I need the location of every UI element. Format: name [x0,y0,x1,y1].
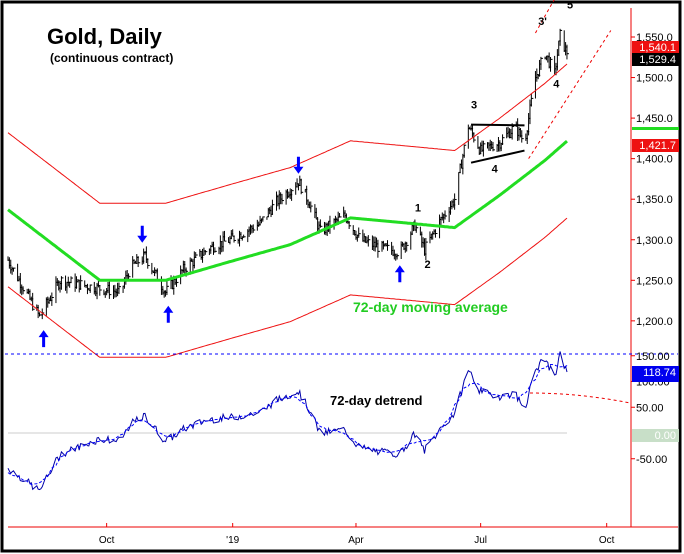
ma-value-tag: 1,421.7 [639,140,676,152]
ma-value-tag-bg [632,139,679,152]
upper-band-tag-bg [632,41,679,54]
detrend-tick-label: -50.00 [636,454,667,466]
upper-trendline [535,0,555,34]
detrend-label: 72-day detrend [330,393,423,408]
arrow-down-icon [137,225,148,243]
zero-tag: 0.00 [655,430,676,442]
last-price-tag: 1,529.4 [639,54,676,66]
arrow-up-icon [394,265,405,283]
wave-label: 1 [415,202,421,214]
detrend-value-tag: 118.74 [643,367,676,379]
x-tick-label: Jul [474,535,487,546]
wave-label: 4 [492,163,499,175]
ma-label: 72-day moving average [353,299,508,315]
x-tick-label: Oct [599,535,615,546]
detrend-tick-label: 150.00 [636,351,670,363]
detrend-smoothed-line [7,363,568,486]
price-tick-label: 1,200.0 [636,316,673,328]
arrow-up-icon [38,330,49,348]
last-price-tag-bg [632,53,679,66]
triangle-lower-line [470,149,525,164]
moving-average-line [7,139,568,282]
price-tick-label: 1,300.0 [636,235,673,247]
wave-label: 3 [471,99,477,111]
detrend-projection [529,392,631,404]
price-tick-label: 1,350.0 [636,194,673,206]
detrend-value-tag-bg [632,366,679,382]
lower-band [7,217,568,358]
x-tick-label: Oct [99,535,115,546]
price-tick-label: 1,400.0 [636,154,673,166]
wave-label: 5 [567,0,573,12]
price-tick-label: 1,500.0 [636,73,673,85]
chart-subtitle: (continuous contract) [50,51,173,65]
chart-title: Gold, Daily [47,24,163,49]
arrow-up-icon [163,305,174,323]
x-tick-label: '19 [226,535,239,546]
price-tick-label: 1,450.0 [636,113,673,125]
upper-band [7,63,568,204]
arrow-down-icon [293,156,304,174]
wave-label: 3' [538,16,547,28]
price-tick-label: 1,250.0 [636,275,673,287]
triangle-upper-line [471,123,525,127]
detrend-tick-label: 50.00 [636,402,664,414]
detrend-line [7,351,568,491]
wave-label: 2 [424,259,430,271]
price-bars [7,28,569,320]
upper-band-tag: 1,540.1 [639,42,676,54]
projection-trendline [528,30,612,159]
x-tick-label: Apr [348,535,364,546]
ma-marker [632,127,679,130]
zero-tag-bg [632,429,679,442]
wave-label: 4 [553,78,560,90]
